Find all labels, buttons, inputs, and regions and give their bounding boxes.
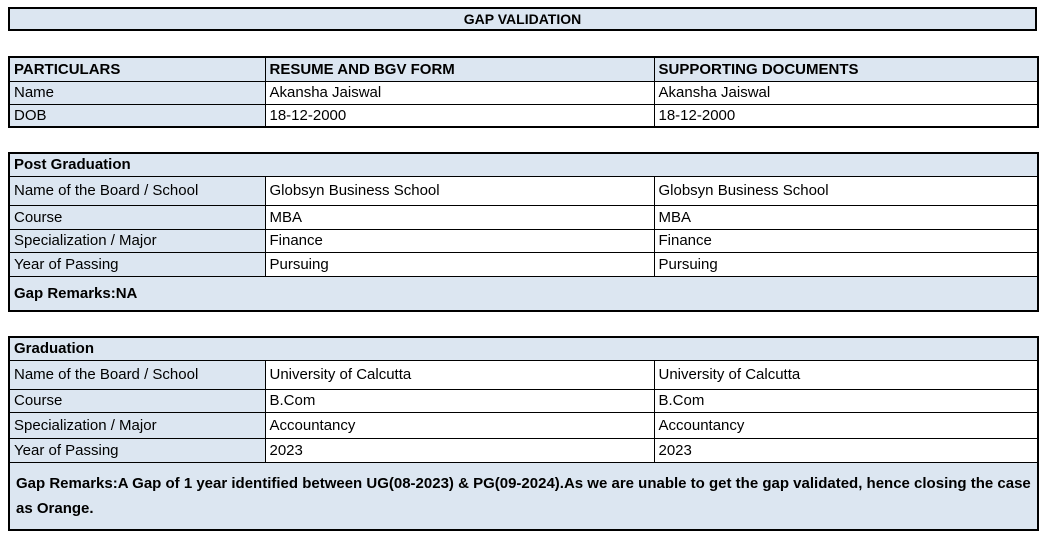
table-row-specialization: Specialization / Major Finance Finance	[8, 228, 1039, 253]
supporting-value: University of Calcutta	[653, 359, 1039, 390]
resume-value: 2023	[264, 437, 655, 463]
gap-remarks-row: Gap Remarks:NA	[8, 275, 1039, 312]
gap-remarks-row: Gap Remarks:A Gap of 1 year identified b…	[8, 461, 1039, 531]
table-row-board-school: Name of the Board / School Globsyn Busin…	[8, 175, 1039, 206]
header-cell-supporting-docs: SUPPORTING DOCUMENTS	[653, 56, 1039, 82]
section-heading-row: Post Graduation	[8, 152, 1039, 177]
supporting-value: Akansha Jaiswal	[653, 80, 1039, 105]
row-label: Name of the Board / School	[8, 175, 266, 206]
supporting-value: 18-12-2000	[653, 103, 1039, 128]
supporting-value: 2023	[653, 437, 1039, 463]
supporting-value: MBA	[653, 204, 1039, 230]
resume-value: B.Com	[264, 388, 655, 413]
resume-value: MBA	[264, 204, 655, 230]
section-heading-row: Graduation	[8, 336, 1039, 361]
section-heading: Post Graduation	[8, 152, 1039, 177]
resume-value: Finance	[264, 228, 655, 253]
resume-value: Akansha Jaiswal	[264, 80, 655, 105]
resume-value: Globsyn Business School	[264, 175, 655, 206]
header-cell-particulars: PARTICULARS	[8, 56, 266, 82]
table-row-name: Name Akansha Jaiswal Akansha Jaiswal	[8, 80, 1039, 105]
table-row-course: Course B.Com B.Com	[8, 388, 1039, 413]
row-label: Year of Passing	[8, 251, 266, 277]
header-cell-resume-bgv: RESUME AND BGV FORM	[264, 56, 655, 82]
resume-value: 18-12-2000	[264, 103, 655, 128]
table-row-board-school: Name of the Board / School University of…	[8, 359, 1039, 390]
row-label: DOB	[8, 103, 266, 128]
page-title: GAP VALIDATION	[8, 7, 1037, 31]
gap-remarks: Gap Remarks:NA	[8, 275, 1039, 312]
supporting-value: Pursuing	[653, 251, 1039, 277]
table-row-specialization: Specialization / Major Accountancy Accou…	[8, 411, 1039, 439]
row-label: Specialization / Major	[8, 228, 266, 253]
row-label: Year of Passing	[8, 437, 266, 463]
row-label: Course	[8, 204, 266, 230]
row-label: Name	[8, 80, 266, 105]
gap-remarks: Gap Remarks:A Gap of 1 year identified b…	[8, 461, 1039, 531]
particulars-table: PARTICULARS RESUME AND BGV FORM SUPPORTI…	[8, 56, 1039, 128]
resume-value: Accountancy	[264, 411, 655, 439]
table-row-course: Course MBA MBA	[8, 204, 1039, 230]
graduation-table: Graduation Name of the Board / School Un…	[8, 336, 1040, 531]
supporting-value: Globsyn Business School	[653, 175, 1039, 206]
table-header-row: PARTICULARS RESUME AND BGV FORM SUPPORTI…	[8, 56, 1039, 82]
post-graduation-table: Post Graduation Name of the Board / Scho…	[8, 152, 1040, 312]
section-heading: Graduation	[8, 336, 1039, 361]
row-label: Name of the Board / School	[8, 359, 266, 390]
resume-value: University of Calcutta	[264, 359, 655, 390]
row-label: Specialization / Major	[8, 411, 266, 439]
supporting-value: B.Com	[653, 388, 1039, 413]
table-row-year-of-passing: Year of Passing Pursuing Pursuing	[8, 251, 1039, 277]
table-row-dob: DOB 18-12-2000 18-12-2000	[8, 103, 1039, 128]
supporting-value: Finance	[653, 228, 1039, 253]
table-row-year-of-passing: Year of Passing 2023 2023	[8, 437, 1039, 463]
row-label: Course	[8, 388, 266, 413]
supporting-value: Accountancy	[653, 411, 1039, 439]
resume-value: Pursuing	[264, 251, 655, 277]
